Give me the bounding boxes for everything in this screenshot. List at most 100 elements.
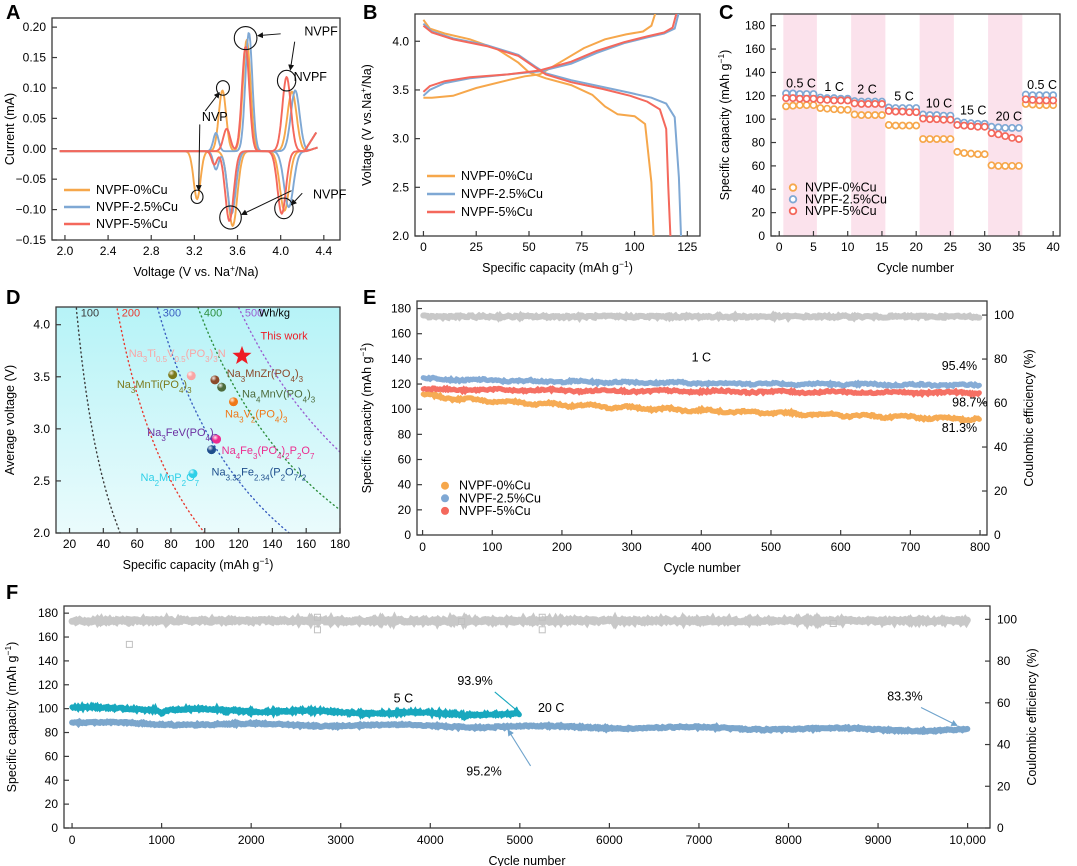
data-point — [946, 115, 955, 124]
y2-tick-label: 20 — [997, 779, 1011, 793]
y2-tick-label: 60 — [997, 696, 1011, 710]
data-point — [953, 121, 962, 129]
y-tick-label: 2.5 — [33, 474, 50, 488]
x-tick-label: 1000 — [148, 833, 175, 847]
x-tick-label: 30 — [978, 240, 992, 254]
data-point — [830, 96, 838, 105]
annotation-0: NVPF — [304, 24, 338, 38]
material-label-2: Na3MnZr(PO4)3 — [227, 368, 304, 384]
x-tick-label: 120 — [229, 537, 249, 551]
data-point — [830, 105, 838, 114]
data-point — [1028, 95, 1037, 104]
data-point-highlight — [188, 469, 198, 479]
data-point — [782, 102, 791, 111]
data-point — [1008, 123, 1017, 132]
panel-b: B 0 25 50 75 100 125 2.0 2.5 3.0 3.5 4.0 Specific c… — [355, 0, 715, 285]
data-point — [932, 135, 941, 143]
retention-arrow-939 — [494, 691, 520, 713]
legend-label-0: NVPF-0%Cu — [805, 181, 877, 195]
y2-tick-label: 60 — [994, 396, 1008, 410]
panel-b-ylabel: Voltage (V vs.Na+/Na) — [358, 64, 374, 186]
energy-contour-300 — [156, 307, 290, 533]
y2-tick-label: 100 — [997, 612, 1017, 626]
annotation-arrow-2 — [288, 41, 296, 71]
data-point — [802, 101, 811, 110]
data-point — [973, 150, 982, 159]
x-tick-label: 8000 — [775, 833, 802, 847]
x-tick-label: 75 — [575, 240, 589, 254]
data-point — [782, 94, 791, 103]
panel-f: F 0 1000 2000 3000 4000 5000 6000 7000 8000 9000 1… — [0, 580, 1077, 866]
ce-outlier-5 — [458, 617, 466, 625]
y-tick-label: 140 — [38, 654, 58, 668]
x-tick-label: 3.2 — [186, 244, 203, 258]
peak-circle-4 — [219, 205, 242, 230]
contour-label-400: 400 — [204, 307, 222, 319]
material-label-7: Na3.32Fe2.34(P2O7)2 — [212, 467, 307, 483]
data-point — [884, 121, 893, 129]
data-point — [864, 100, 873, 108]
panel-b-label: B — [363, 2, 378, 24]
legend-marker-1 — [788, 195, 798, 204]
x-tick-label: 100 — [195, 537, 215, 551]
x-tick-label: 5 — [810, 240, 817, 254]
x-tick-label: 7000 — [686, 833, 713, 847]
x-tick-label: 4000 — [417, 833, 444, 847]
data-point — [912, 121, 921, 130]
x-tick-label: 3.6 — [229, 244, 246, 258]
data-point — [919, 135, 927, 143]
plot-frame — [416, 300, 988, 536]
y-tick-label: 40 — [45, 773, 59, 787]
x-tick-label: 2.0 — [57, 244, 74, 258]
panel-d-label: D — [6, 287, 21, 309]
legend-label-1: NVPF-2.5%Cu — [459, 491, 541, 505]
rate-label-0: 5 C — [394, 692, 413, 706]
data-point — [987, 122, 996, 131]
data-point — [843, 96, 852, 105]
x-tick-label: 200 — [552, 540, 572, 554]
y-tick-label: 40 — [398, 478, 412, 492]
data-point — [1001, 123, 1010, 132]
panel-c-ylabel: Specific capacity (mAh g−1) — [716, 50, 732, 201]
retention-label-2: 81.3% — [942, 421, 977, 435]
y-tick-label: 0 — [758, 229, 765, 243]
y-tick-label: 0 — [51, 821, 58, 835]
y-tick-label: 160 — [745, 42, 765, 56]
y-tick-label: 180 — [745, 19, 765, 33]
y2-tick-label: 40 — [997, 738, 1011, 752]
x-tick-label: 20 — [63, 537, 77, 551]
x-tick-label: 4.4 — [315, 244, 332, 258]
data-point — [912, 108, 921, 117]
x-tick-label: 0 — [420, 240, 427, 254]
x-tick-label: 0 — [776, 240, 783, 254]
y2-tick-label: 40 — [994, 440, 1008, 454]
x-tick-label: 40 — [1046, 240, 1060, 254]
y2-tick-label: 80 — [994, 352, 1008, 366]
data-point — [877, 100, 886, 108]
data-point — [1049, 96, 1058, 105]
panel-f-label: F — [6, 582, 19, 604]
x-tick-label: 800 — [970, 540, 990, 554]
energy-contour-400 — [197, 307, 339, 509]
y-tick-label: 60 — [752, 159, 766, 173]
y-tick-label: 120 — [38, 678, 58, 692]
panel-d-xlabel: Specific capacity (mAh g−1) — [123, 556, 274, 572]
legend-label-0: NVPF-0%Cu — [96, 183, 168, 197]
x-tick-label: 700 — [900, 540, 920, 554]
data-point — [980, 150, 989, 159]
panel-d-ylabel: Average voltage (V) — [3, 365, 17, 475]
x-tick-label: 5000 — [506, 833, 533, 847]
y2-tick-label: 0 — [994, 528, 1001, 542]
data-point — [1008, 133, 1017, 142]
data-point — [836, 96, 845, 105]
y-tick-label: 0.00 — [23, 142, 47, 156]
data-point — [967, 149, 975, 158]
plot-frame — [51, 17, 341, 241]
panel-c-xlabel: Cycle number — [877, 261, 954, 275]
y-tick-label: 4.0 — [392, 34, 409, 48]
data-point — [953, 147, 962, 156]
panel-f-chart: 0 1000 2000 3000 4000 5000 6000 7000 8000 9000 10,… — [3, 605, 1039, 866]
data-point-highlight — [229, 397, 238, 407]
data-point — [836, 105, 845, 114]
data-point — [850, 110, 859, 119]
